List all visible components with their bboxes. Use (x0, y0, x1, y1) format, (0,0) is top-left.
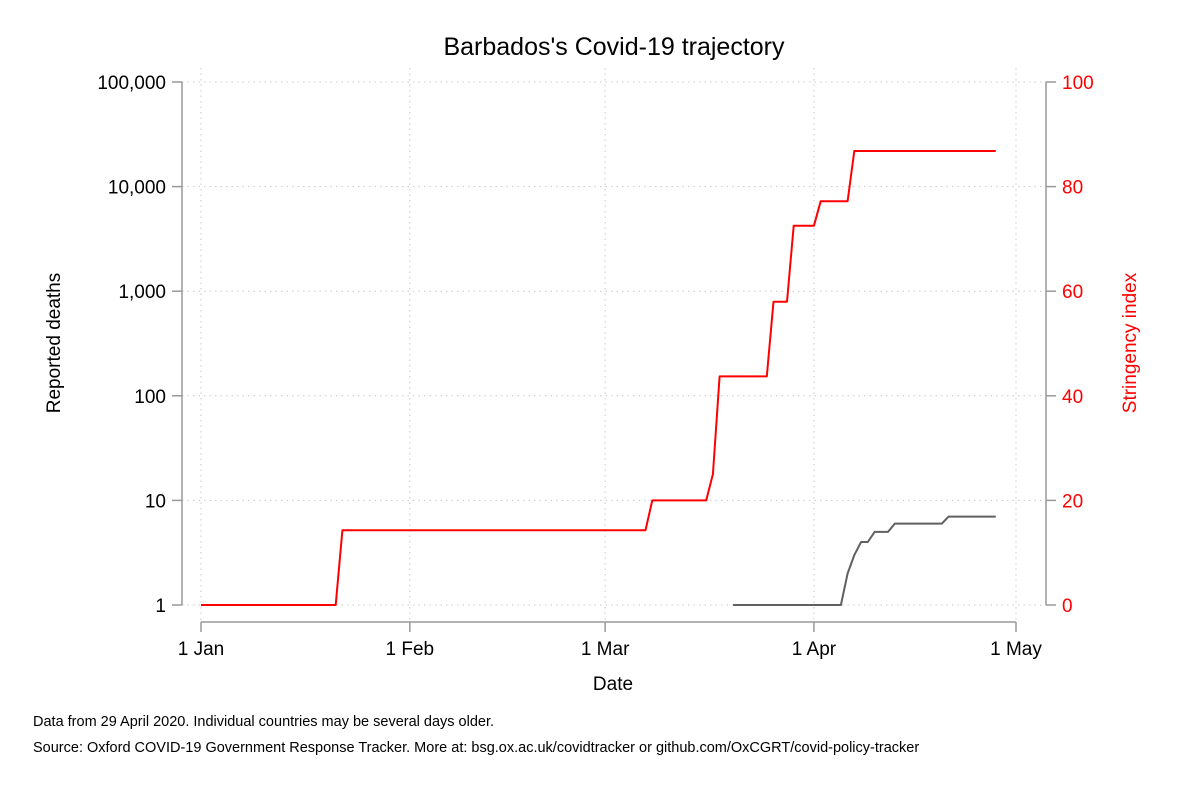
left-tick-label: 10,000 (108, 178, 166, 199)
x-tick-label: 1 Jan (178, 639, 224, 660)
right-tick-label: 100 (1062, 73, 1094, 94)
series (201, 150, 996, 606)
right-ticks: 0 20 40 60 80 100 (1046, 73, 1094, 617)
left-tick-label: 100,000 (97, 73, 166, 94)
right-tick-label: 60 (1062, 282, 1083, 303)
left-ticks: 1 10 100 1,000 10,000 100,000 (97, 73, 182, 617)
x-tick-label: 1 Mar (581, 639, 630, 660)
deaths-line (733, 515, 996, 606)
footer-source: Source: Oxford COVID-19 Government Respo… (33, 740, 919, 756)
y-axis-left-label: Reported deaths (44, 273, 65, 414)
right-tick-label: 20 (1062, 491, 1083, 512)
right-tick-label: 80 (1062, 178, 1083, 199)
left-tick-label: 1 (155, 596, 166, 617)
right-tick-label: 0 (1062, 596, 1073, 617)
footer-note: Data from 29 April 2020. Individual coun… (33, 714, 494, 730)
left-tick-label: 1,000 (118, 282, 166, 303)
x-tick-label: 1 Feb (386, 639, 435, 660)
x-tick-label: 1 Apr (792, 639, 837, 660)
x-ticks: 1 Jan 1 Feb 1 Mar 1 Apr 1 May (178, 622, 1042, 660)
chart-title: Barbados's Covid-19 trajectory (443, 33, 785, 61)
y-axis-right-label: Stringency index (1120, 272, 1141, 413)
x-tick-label: 1 May (990, 639, 1042, 660)
right-tick-label: 40 (1062, 387, 1083, 408)
x-axis-label: Date (593, 674, 633, 695)
left-tick-label: 100 (134, 387, 166, 408)
stringency-line (201, 150, 996, 606)
left-tick-label: 10 (145, 491, 166, 512)
